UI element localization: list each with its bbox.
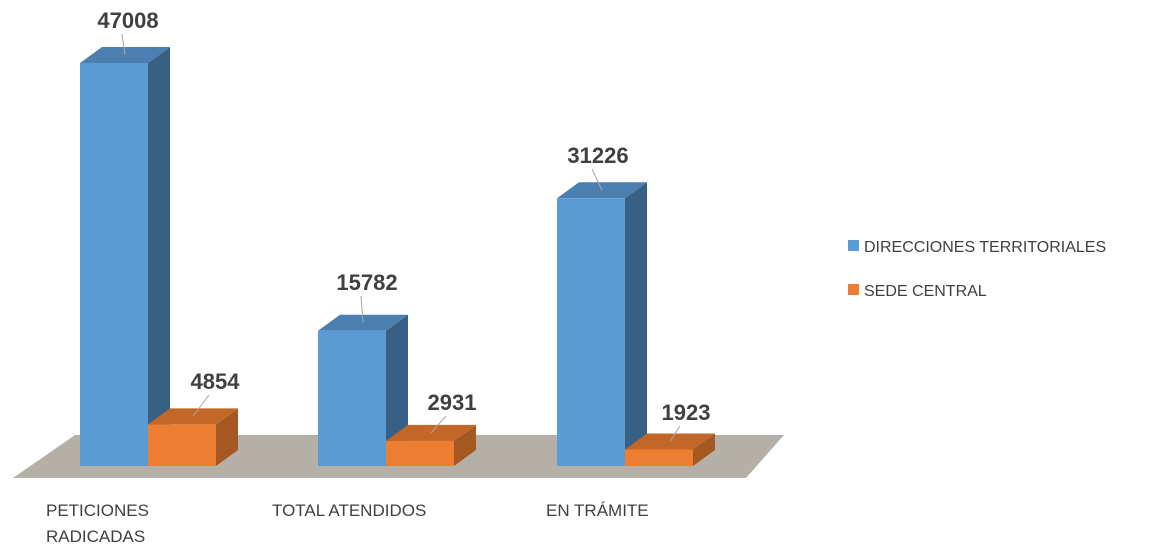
- legend-swatch: [848, 284, 859, 295]
- bar-front-face: [386, 440, 454, 466]
- bar-side-face: [148, 47, 170, 466]
- bar-front-face: [148, 424, 216, 466]
- bar-side-face: [693, 433, 715, 466]
- legend-item-sede-central: SEDE CENTRAL: [848, 283, 987, 300]
- bar-direcciones-territoriales-3: [557, 182, 647, 466]
- data-label: 15782: [336, 270, 397, 295]
- data-label: 31226: [567, 143, 628, 168]
- category-label: EN TRÁMITE: [546, 501, 649, 520]
- legend-item-direcciones-territoriales: DIRECCIONES TERRITORIALES: [848, 239, 1106, 256]
- bar-side-face: [386, 314, 408, 466]
- data-label-leader-line: [430, 415, 447, 434]
- data-label-leader-line: [591, 168, 603, 191]
- data-label-leader-line: [669, 425, 681, 442]
- data-label: 1923: [662, 400, 711, 425]
- data-label-leader-line: [360, 295, 364, 323]
- data-label: 47008: [97, 8, 158, 33]
- chart-legend: DIRECCIONES TERRITORIALES SEDE CENTRAL: [848, 239, 1106, 300]
- chart-bars-layer: [80, 47, 715, 466]
- data-label-leader-line: [121, 33, 126, 56]
- bar-direcciones-territoriales-2: [318, 314, 408, 466]
- chart-labels-layer: 47008 4854 PETICIONES RADICADAS 15782 2931 TOT…: [46, 8, 710, 546]
- bar-front-face: [625, 449, 693, 466]
- category-label: RADICADAS: [46, 527, 145, 546]
- bar-front-face: [557, 198, 625, 466]
- bar-sede-central-1: [148, 408, 238, 466]
- data-label-leader-line: [192, 394, 210, 417]
- bar-direcciones-territoriales-1: [80, 47, 170, 466]
- bar-side-face: [216, 408, 238, 466]
- data-label: 2931: [428, 390, 477, 415]
- bar-front-face: [318, 330, 386, 466]
- legend-label: DIRECCIONES TERRITORIALES: [864, 239, 1106, 256]
- bar-side-face: [454, 424, 476, 466]
- bar-sede-central-2: [386, 424, 476, 466]
- legend-label: SEDE CENTRAL: [864, 283, 987, 300]
- bar-front-face: [80, 63, 148, 466]
- bar-side-face: [625, 182, 647, 466]
- data-label: 4854: [191, 369, 241, 394]
- legend-swatch: [848, 240, 859, 251]
- category-label: TOTAL ATENDIDOS: [272, 501, 426, 520]
- category-label: PETICIONES: [46, 501, 149, 520]
